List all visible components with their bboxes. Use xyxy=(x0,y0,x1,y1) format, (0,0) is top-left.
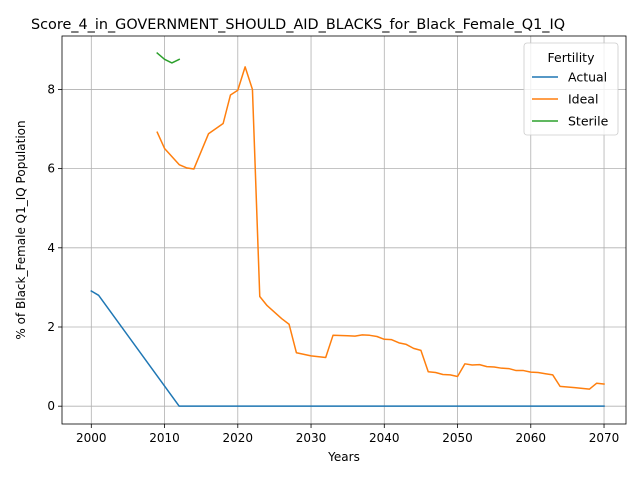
y-axis-label: % of Black_Female Q1_IQ Population xyxy=(14,120,28,339)
legend-label-ideal: Ideal xyxy=(568,92,598,107)
x-tick-label: 2040 xyxy=(369,431,400,445)
chart-title: Score_4_in_GOVERNMENT_SHOULD_AID_BLACKS_… xyxy=(31,17,565,33)
legend: Fertility Actual Ideal Sterile xyxy=(524,43,618,135)
x-tick-label: 2050 xyxy=(442,431,473,445)
legend-label-actual: Actual xyxy=(568,70,607,85)
x-tick-label: 2030 xyxy=(296,431,327,445)
x-axis-label: Years xyxy=(327,450,360,464)
y-tick-label: 0 xyxy=(47,399,55,413)
legend-title: Fertility xyxy=(548,50,596,65)
y-tick-label: 8 xyxy=(47,82,55,96)
x-tick-label: 2020 xyxy=(223,431,254,445)
x-tick-label: 2070 xyxy=(589,431,620,445)
x-tick-label: 2010 xyxy=(149,431,180,445)
y-tick-label: 6 xyxy=(47,162,55,176)
y-tick-label: 2 xyxy=(47,320,55,334)
legend-label-sterile: Sterile xyxy=(568,114,609,129)
y-tick-label: 4 xyxy=(47,241,55,255)
x-tick-label: 2000 xyxy=(76,431,107,445)
x-tick-label: 2060 xyxy=(516,431,547,445)
